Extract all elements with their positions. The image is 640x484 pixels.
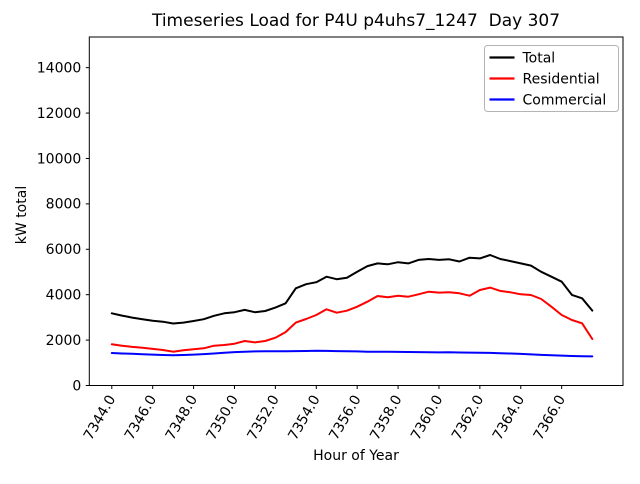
x-tick-label: 7346.0 xyxy=(122,393,160,443)
y-axis: 0 2000 4000 6000 8000 10000 12000 14000 xyxy=(37,60,90,394)
x-tick-label: 7366.0 xyxy=(531,393,569,443)
legend-label: Total xyxy=(522,50,556,66)
legend: Total Residential Commercial xyxy=(484,45,619,112)
axes-frame xyxy=(88,36,624,386)
x-tick-label: 7364.0 xyxy=(490,393,528,443)
y-tick-label: 2000 xyxy=(46,333,82,349)
x-tick-label: 7360.0 xyxy=(408,393,446,443)
chart-title: Timeseries Load for P4U p4uhs7_1247 Day … xyxy=(151,11,560,31)
x-tick-label: 7356.0 xyxy=(326,393,364,443)
x-axis: 7344.0 7346.0 7348.0 7350.0 7352.0 7354.0 7356… xyxy=(81,385,569,443)
commercial-series-line xyxy=(110,349,594,358)
residential-series-line xyxy=(110,286,594,353)
total-series-line xyxy=(110,254,594,325)
x-tick-label: 7352.0 xyxy=(244,393,282,443)
y-tick-label: 14000 xyxy=(37,60,82,76)
legend-frame xyxy=(484,45,619,112)
x-axis-label: Hour of Year xyxy=(313,448,399,464)
y-tick-label: 8000 xyxy=(46,197,82,213)
series-lines xyxy=(110,254,594,358)
y-tick-label: 6000 xyxy=(46,242,82,258)
legend-label: Commercial xyxy=(523,92,607,108)
y-tick-label: 12000 xyxy=(37,106,82,122)
x-tick-label: 7344.0 xyxy=(81,393,119,443)
x-tick-label: 7348.0 xyxy=(163,393,201,443)
y-tick-label: 10000 xyxy=(37,151,82,167)
y-tick-label: 0 xyxy=(72,378,81,394)
x-tick-label: 7362.0 xyxy=(449,393,487,443)
x-tick-label: 7354.0 xyxy=(285,393,323,443)
legend-label: Residential xyxy=(523,71,600,87)
y-axis-label: kW total xyxy=(14,186,30,244)
x-tick-label: 7358.0 xyxy=(367,393,405,443)
y-tick-label: 4000 xyxy=(46,287,82,303)
x-tick-label: 7350.0 xyxy=(204,393,242,443)
